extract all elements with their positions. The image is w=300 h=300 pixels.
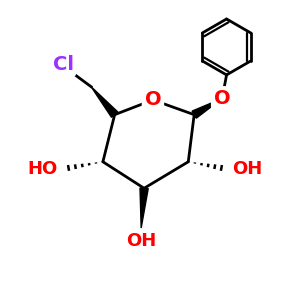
Text: O: O	[145, 90, 161, 110]
Text: HO: HO	[27, 160, 57, 178]
Polygon shape	[91, 87, 118, 117]
Polygon shape	[192, 98, 222, 118]
Text: OH: OH	[232, 160, 263, 178]
Text: O: O	[214, 89, 230, 108]
Text: OH: OH	[126, 232, 156, 250]
Polygon shape	[140, 188, 148, 228]
Text: Cl: Cl	[52, 55, 74, 74]
